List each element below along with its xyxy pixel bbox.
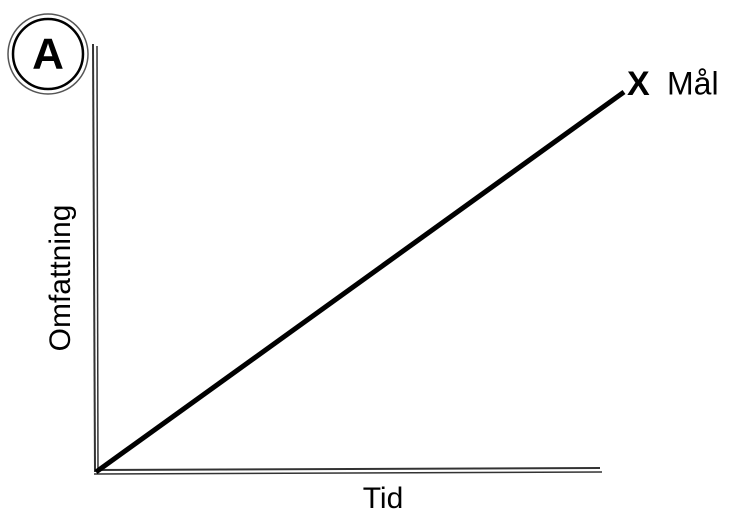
y-axis-label: Omfattning [44,205,77,352]
badge-letter: A [32,30,64,79]
x-axis-label: Tid [363,482,404,515]
progress-line [94,89,626,475]
y-axis [92,43,99,473]
x-axis [93,467,603,475]
goal-marker: X [627,65,650,103]
y-axis-line [96,45,99,473]
badge: A [7,13,89,95]
y-axis-line [92,43,96,473]
x-axis-line [93,471,603,475]
x-axis-line [93,467,601,471]
goal-label: Mål [667,65,719,101]
badge-inner-ring [11,17,85,91]
